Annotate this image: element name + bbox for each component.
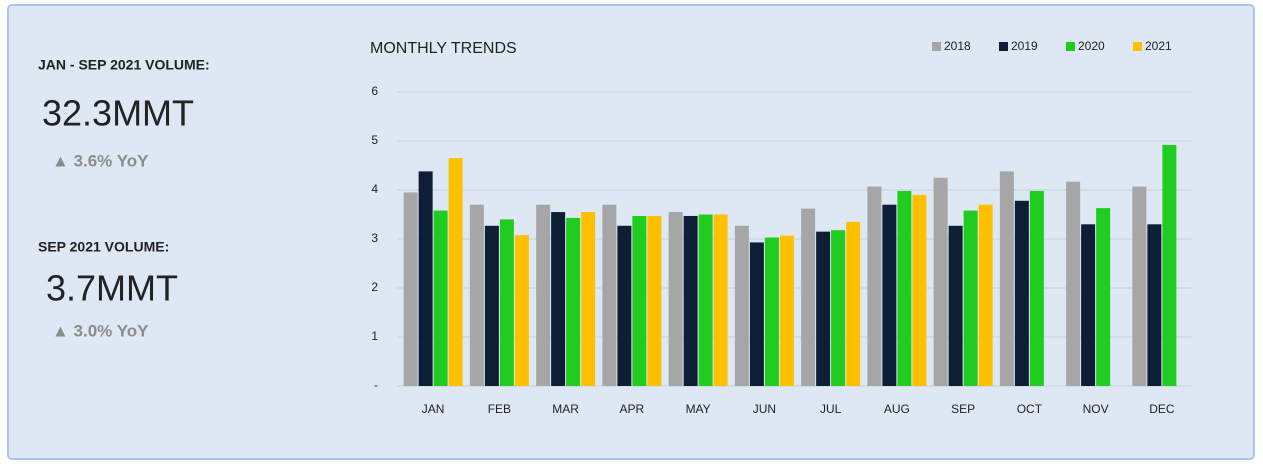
bar xyxy=(403,192,418,386)
bar xyxy=(801,208,816,386)
legend-swatch xyxy=(1066,42,1075,51)
bar xyxy=(433,210,448,386)
x-tick-label: JAN xyxy=(422,402,445,416)
bar xyxy=(566,217,581,386)
bar xyxy=(1066,181,1081,386)
legend-label: 2018 xyxy=(944,39,971,53)
bar xyxy=(713,214,728,386)
bar xyxy=(514,235,529,386)
bar xyxy=(683,215,698,386)
bar xyxy=(749,242,764,386)
bar xyxy=(948,225,963,386)
bar xyxy=(816,231,831,386)
x-tick-label: JUL xyxy=(820,402,842,416)
bar xyxy=(551,212,566,386)
x-tick-label: DEC xyxy=(1149,402,1175,416)
bar xyxy=(499,219,514,386)
bar xyxy=(581,212,596,386)
kpi-change: ▲ 3.0% YoY xyxy=(52,321,149,340)
legend-label: 2020 xyxy=(1078,39,1105,53)
bar xyxy=(602,204,617,386)
chart-title: MONTHLY TRENDS xyxy=(370,40,517,57)
bar xyxy=(999,171,1014,386)
bar xyxy=(617,225,632,386)
bar xyxy=(418,171,433,386)
y-tick-label: 6 xyxy=(371,84,378,98)
bar xyxy=(632,215,647,386)
y-tick-label: 2 xyxy=(371,280,378,294)
x-tick-label: SEP xyxy=(951,402,975,416)
legend-swatch xyxy=(932,42,941,51)
legend-label: 2019 xyxy=(1011,39,1038,53)
y-tick-label: 4 xyxy=(371,182,378,196)
bar xyxy=(1132,186,1147,386)
legend-swatch xyxy=(1133,42,1142,51)
x-tick-label: JUN xyxy=(753,402,776,416)
x-tick-label: OCT xyxy=(1017,402,1043,416)
x-tick-label: MAR xyxy=(552,402,579,416)
x-tick-label: AUG xyxy=(884,402,910,416)
bar xyxy=(867,186,882,386)
bar xyxy=(897,190,912,386)
bar xyxy=(1162,144,1177,386)
y-tick-label: 1 xyxy=(371,329,378,343)
bar xyxy=(846,221,861,386)
kpi-value: 32.3MMT xyxy=(42,93,194,134)
bar xyxy=(831,230,846,386)
kpi-change: ▲ 3.6% YoY xyxy=(52,151,149,170)
legend-swatch xyxy=(999,42,1008,51)
x-tick-label: NOV xyxy=(1083,402,1109,416)
bar xyxy=(734,225,749,386)
bar xyxy=(1096,208,1111,386)
bar xyxy=(1029,190,1044,386)
bar xyxy=(448,158,463,386)
x-tick-label: MAY xyxy=(686,402,711,416)
bar xyxy=(882,204,897,386)
bar xyxy=(536,204,551,386)
bar xyxy=(963,210,978,386)
bar xyxy=(469,204,484,386)
bar xyxy=(1081,224,1096,386)
bar xyxy=(698,214,713,386)
bar xyxy=(1014,200,1029,386)
bar xyxy=(1147,224,1162,386)
kpi-label: JAN - SEP 2021 VOLUME: xyxy=(38,57,210,73)
bar xyxy=(933,177,948,386)
bar xyxy=(647,215,662,386)
bar xyxy=(978,204,993,386)
bar xyxy=(764,237,779,386)
x-tick-label: FEB xyxy=(488,402,511,416)
y-tick-label: 3 xyxy=(371,231,378,245)
bar xyxy=(779,235,794,386)
y-tick-label: - xyxy=(374,378,378,392)
bar xyxy=(484,225,499,386)
bar xyxy=(912,194,927,386)
kpi-value: 3.7MMT xyxy=(46,268,178,309)
bar xyxy=(668,212,683,386)
y-tick-label: 5 xyxy=(371,133,378,147)
kpi-label: SEP 2021 VOLUME: xyxy=(38,239,169,255)
legend-label: 2021 xyxy=(1145,39,1172,53)
x-tick-label: APR xyxy=(620,402,645,416)
